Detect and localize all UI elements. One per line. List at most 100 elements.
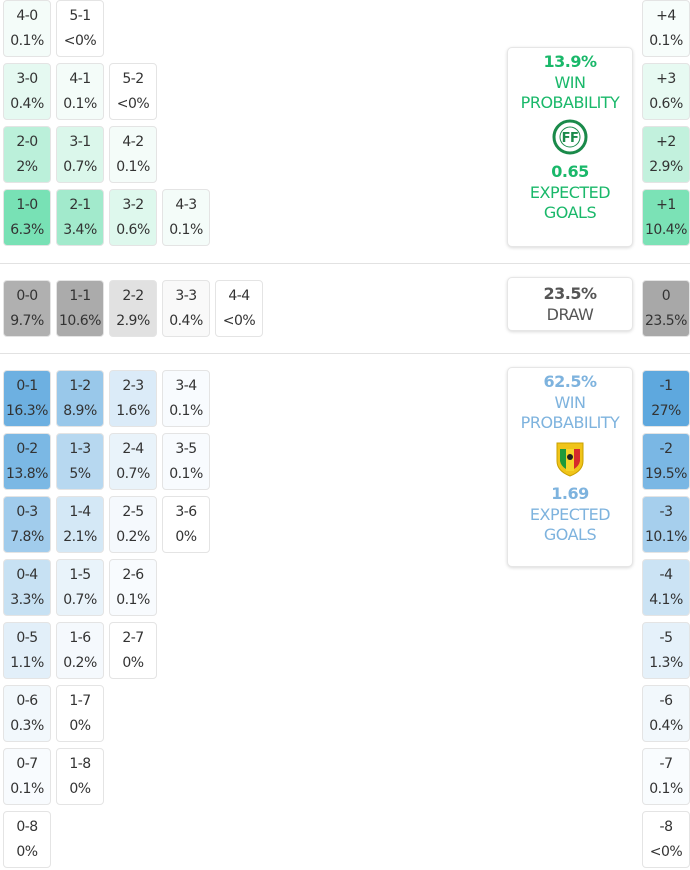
cell-score: 3-4 [175, 377, 197, 394]
goal-margin-cell: +3 0.6% [642, 63, 690, 120]
home-score-cell: 3-2 0.6% [109, 189, 157, 246]
away-score-cell: 2-7 0% [109, 622, 157, 679]
away-score-cell: 2-6 0.1% [109, 559, 157, 616]
away-win-label: WIN [554, 393, 586, 412]
draw-score-cell: 2-2 2.9% [109, 280, 157, 337]
cell-score: 0 [661, 287, 671, 304]
away-score-cell: 0-2 13.8% [3, 433, 51, 490]
cell-score: 4-2 [122, 133, 144, 150]
home-win-pct: 13.9% [543, 52, 597, 71]
cell-score: 3-5 [175, 440, 197, 457]
away-score-cell: 2-3 1.6% [109, 370, 157, 427]
away-score-cell: 1-6 0.2% [56, 622, 104, 679]
cell-probability: 2% [16, 158, 38, 175]
away-summary-card: 62.5% WIN PROBABILITY 1.69 EXPECTED GOAL… [507, 367, 633, 567]
away-score-cell: 3-5 0.1% [162, 433, 210, 490]
cell-score: 0-5 [16, 629, 38, 646]
away-score-cell: 3-6 0% [162, 496, 210, 553]
away-score-cell: 1-2 8.9% [56, 370, 104, 427]
goal-margin-cell: -8 <0% [642, 811, 690, 868]
cell-probability: 9.7% [10, 312, 44, 329]
cell-probability: 4.1% [649, 591, 683, 608]
cell-score: 1-1 [69, 287, 91, 304]
cell-score: 4-3 [175, 196, 197, 213]
goal-margin-cell: 0 23.5% [642, 280, 690, 337]
draw-label: DRAW [546, 305, 594, 324]
home-xg: 0.65 [551, 162, 589, 181]
cell-probability: 7.8% [10, 528, 44, 545]
cell-score: -6 [659, 692, 673, 709]
cell-probability: 0.2% [63, 654, 97, 671]
divider-bottom [0, 353, 690, 354]
cell-score: 3-6 [175, 503, 197, 520]
away-score-cell: 0-7 0.1% [3, 748, 51, 805]
cell-probability: 0.1% [169, 221, 203, 238]
cell-score: 1-7 [69, 692, 91, 709]
cell-probability: 2.9% [649, 158, 683, 175]
cell-score: 3-0 [16, 70, 38, 87]
away-score-cell: 1-7 0% [56, 685, 104, 742]
away-score-cell: 0-4 3.3% [3, 559, 51, 616]
cell-score: 3-1 [69, 133, 91, 150]
cell-probability: 0.1% [63, 95, 97, 112]
cell-probability: 8.9% [63, 402, 97, 419]
away-win-label-2: PROBABILITY [520, 413, 620, 432]
cell-probability: 0% [69, 717, 91, 734]
home-score-cell: 3-1 0.7% [56, 126, 104, 183]
goal-margin-cell: -6 0.4% [642, 685, 690, 742]
cell-probability: 0.6% [649, 95, 683, 112]
home-xg-label: EXPECTED [529, 183, 611, 202]
draw-summary-card: 23.5% DRAW [507, 277, 633, 331]
home-win-label-2: PROBABILITY [520, 93, 620, 112]
cell-score: 2-7 [122, 629, 144, 646]
cell-score: 0-3 [16, 503, 38, 520]
home-score-cell: 3-0 0.4% [3, 63, 51, 120]
cell-score: +3 [656, 70, 676, 87]
cell-probability: 0% [122, 654, 144, 671]
cell-probability: 10.6% [59, 312, 101, 329]
cell-probability: 13.8% [6, 465, 48, 482]
svg-text:FF: FF [562, 131, 579, 146]
home-team-logo-icon: FF [552, 119, 588, 155]
home-score-cell: 5-2 <0% [109, 63, 157, 120]
cell-score: 2-6 [122, 566, 144, 583]
cell-score: +1 [656, 196, 676, 213]
cell-score: 1-2 [69, 377, 91, 394]
home-score-cell: 2-1 3.4% [56, 189, 104, 246]
cell-probability: <0% [222, 312, 256, 329]
home-score-cell: 4-3 0.1% [162, 189, 210, 246]
cell-probability: 0% [175, 528, 197, 545]
cell-score: -7 [659, 755, 673, 772]
goal-margin-cell: +1 10.4% [642, 189, 690, 246]
goal-margin-cell: -1 27% [642, 370, 690, 427]
cell-score: 1-4 [69, 503, 91, 520]
home-xg-label-2: GOALS [543, 203, 597, 222]
cell-probability: <0% [649, 843, 683, 860]
cell-probability: 0.4% [169, 312, 203, 329]
cell-score: -8 [659, 818, 673, 835]
cell-probability: 0% [69, 780, 91, 797]
away-score-cell: 0-5 1.1% [3, 622, 51, 679]
draw-pct: 23.5% [543, 284, 597, 303]
cell-probability: 3.3% [10, 591, 44, 608]
cell-score: -5 [659, 629, 673, 646]
cell-probability: 6.3% [10, 221, 44, 238]
cell-probability: 0.1% [169, 465, 203, 482]
cell-probability: 0.1% [10, 32, 44, 49]
cell-score: 2-2 [122, 287, 144, 304]
cell-score: 1-6 [69, 629, 91, 646]
cell-score: 2-4 [122, 440, 144, 457]
away-score-cell: 0-3 7.8% [3, 496, 51, 553]
goal-margin-cell: -7 0.1% [642, 748, 690, 805]
goal-margin-cell: +2 2.9% [642, 126, 690, 183]
away-win-pct: 62.5% [543, 372, 597, 391]
away-score-cell: 0-8 0% [3, 811, 51, 868]
cell-score: -3 [659, 503, 673, 520]
away-xg-label: EXPECTED [529, 505, 611, 524]
cell-score: +2 [656, 133, 676, 150]
home-summary-card: 13.9% WIN PROBABILITY FF 0.65 EXPECTED G… [507, 47, 633, 247]
away-score-cell: 1-8 0% [56, 748, 104, 805]
draw-score-cell: 1-1 10.6% [56, 280, 104, 337]
cell-score: 3-2 [122, 196, 144, 213]
cell-probability: 1.3% [649, 654, 683, 671]
